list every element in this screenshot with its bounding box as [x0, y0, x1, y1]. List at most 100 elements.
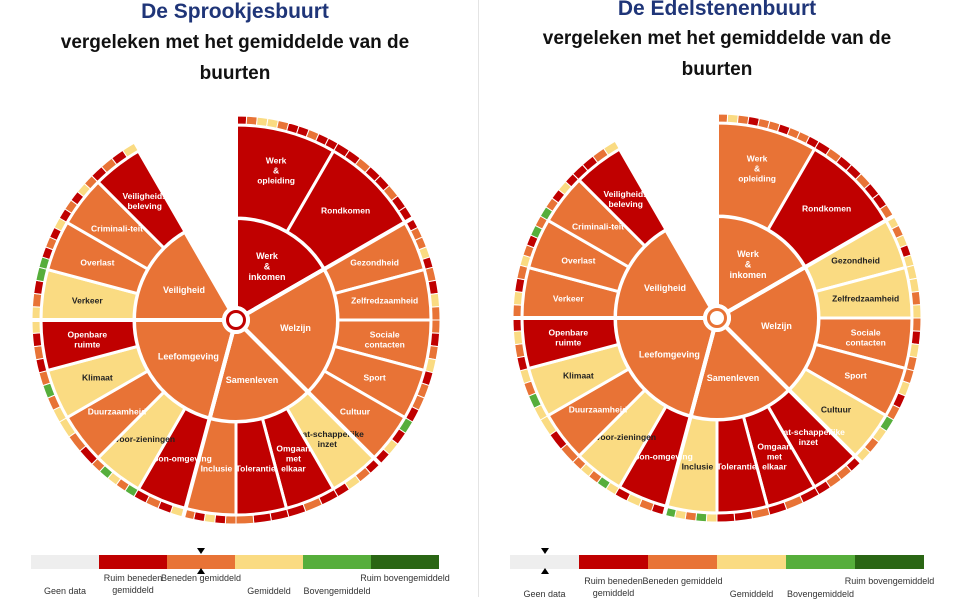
- chart-subtitle: vergeleken met het gemiddelde van de buu…: [60, 32, 410, 84]
- panel-sprookjesbuurt: De Sprookjesbuurt vergeleken met het gem…: [0, 0, 470, 597]
- indicator-segment[interactable]: [705, 513, 718, 523]
- marker-arrow-up-icon: [197, 568, 205, 574]
- topic-label: Verkeer: [553, 293, 584, 303]
- topic-label: Openbare ruimte: [548, 328, 588, 348]
- indicator-segment[interactable]: [431, 319, 441, 334]
- indicator-segment[interactable]: [512, 304, 522, 319]
- legend-swatch: [855, 555, 924, 569]
- topic-label: Tolerantie: [236, 464, 276, 474]
- indicator-segment[interactable]: [31, 332, 43, 348]
- domain-label: Werk & inkomen: [729, 249, 766, 280]
- legend-label: Geen data: [43, 586, 87, 596]
- topic-label: Criminali-teit: [572, 222, 624, 232]
- indicator-segment[interactable]: [908, 343, 920, 359]
- domain-separator: [662, 329, 716, 516]
- domain-separator: [726, 214, 895, 314]
- chart-subtitle: vergeleken met het gemiddelde van de buu…: [542, 28, 892, 80]
- domain-separator: [724, 325, 863, 464]
- topic-segment[interactable]: [576, 147, 669, 249]
- domain-label: Veiligheid: [163, 285, 205, 295]
- topic-label: Gezondheid: [350, 258, 399, 268]
- domain-label: Samenleven: [226, 375, 279, 385]
- indicator-segment[interactable]: [684, 511, 698, 522]
- indicator-segment[interactable]: [31, 306, 41, 321]
- indicator-segment[interactable]: [910, 330, 922, 346]
- indicator-segment[interactable]: [224, 515, 237, 525]
- indicator-segment[interactable]: [252, 512, 272, 524]
- domain-label: Leefomgeving: [639, 350, 700, 360]
- legend-swatch: [786, 555, 855, 569]
- indicator-segment[interactable]: [121, 142, 139, 158]
- topic-label: Maat-schappelijke inzet: [772, 427, 845, 447]
- topic-label: Inclusie: [201, 464, 233, 474]
- topic-label: Klimaat: [82, 372, 113, 382]
- legend-label: Ruim bovengemiddeld: [360, 573, 450, 583]
- topic-label: Criminali-teit: [91, 224, 143, 234]
- topic-label: Zelfredzaamheid: [351, 295, 418, 305]
- indicator-segment[interactable]: [214, 514, 227, 525]
- indicator-segment[interactable]: [31, 319, 41, 334]
- topic-label: Overlast: [80, 258, 114, 268]
- indicator-segment[interactable]: [429, 332, 441, 348]
- topic-label: Verkeer: [72, 295, 103, 305]
- domain-label: Leefomgeving: [158, 352, 219, 362]
- sunburst-chart: Werk & inkomen Werk & opleiding Rondkomen Welzi…: [512, 113, 922, 523]
- legend-label: Ruim bovengemiddeld: [844, 576, 935, 586]
- indicator-segment[interactable]: [429, 292, 441, 308]
- legend-swatch: [235, 555, 303, 569]
- indicator-segment[interactable]: [910, 290, 922, 306]
- indicator-segment[interactable]: [512, 330, 524, 346]
- topic-label: Rondkomen: [802, 203, 851, 213]
- indicator-segment[interactable]: [33, 345, 45, 361]
- chart-title: De Sprookjesbuurt: [141, 0, 329, 23]
- indicator-segment[interactable]: [733, 510, 753, 522]
- indicator-segment[interactable]: [235, 514, 255, 525]
- topic-label: Veiligheids beleving: [603, 189, 648, 209]
- indicator-segment[interactable]: [427, 345, 439, 361]
- legend: Geen data Ruim beneden gemiddeld Beneden g…: [482, 548, 952, 599]
- panel-divider: [478, 0, 479, 597]
- indicator-segment[interactable]: [255, 116, 269, 127]
- indicator-segment[interactable]: [726, 113, 739, 124]
- indicator-segment[interactable]: [514, 277, 526, 293]
- indicator-segment[interactable]: [736, 114, 750, 125]
- legend-swatch: [717, 555, 786, 569]
- legend-label: Bovengemiddeld: [303, 586, 371, 596]
- topic-label: Omgaan met elkaar: [276, 444, 310, 474]
- indicator-segment[interactable]: [908, 277, 920, 293]
- topic-label: Rondkomen: [321, 205, 370, 215]
- topic-label: Overlast: [561, 256, 595, 266]
- topic-label: Maat-schappelijke inzet: [291, 429, 364, 449]
- legend-swatch: [303, 555, 371, 569]
- indicator-segment[interactable]: [602, 140, 620, 156]
- topic-label: Duurzaamheid: [88, 406, 147, 416]
- legend-swatch: [510, 555, 579, 569]
- indicator-segment[interactable]: [695, 512, 708, 523]
- topic-segment[interactable]: [95, 149, 188, 251]
- indicator-segment[interactable]: [33, 279, 45, 295]
- topic-label: Sociale contacten: [365, 330, 405, 350]
- legend-label: Ruim beneden gemiddeld: [584, 576, 643, 598]
- indicator-segment[interactable]: [716, 512, 736, 523]
- indicator-segment[interactable]: [912, 317, 922, 332]
- indicator-segment[interactable]: [431, 306, 441, 321]
- domain-separator: [181, 331, 235, 518]
- topic-label: Woon-omgeving: [145, 454, 211, 464]
- topic-label: Cultuur: [821, 404, 852, 414]
- legend: Geen data Ruim beneden gemiddeld Beneden g…: [0, 548, 470, 597]
- indicator-segment[interactable]: [512, 290, 524, 306]
- indicator-segment[interactable]: [427, 279, 439, 295]
- indicator-segment[interactable]: [203, 513, 217, 524]
- indicator-segment[interactable]: [31, 292, 43, 308]
- indicator-segment[interactable]: [245, 115, 258, 126]
- domain-separator: [243, 327, 382, 466]
- topic-label: Tolerantie: [717, 462, 757, 472]
- legend-label: Gemiddeld: [247, 586, 291, 596]
- legend-label: Gemiddeld: [729, 589, 774, 599]
- indicator-segment[interactable]: [512, 317, 522, 332]
- topic-label: Woon-omgeving: [626, 452, 692, 462]
- topic-label: Sport: [363, 372, 385, 382]
- indicator-segment[interactable]: [912, 304, 922, 319]
- indicator-segment[interactable]: [514, 343, 526, 359]
- topic-label: Sociale contacten: [846, 328, 886, 348]
